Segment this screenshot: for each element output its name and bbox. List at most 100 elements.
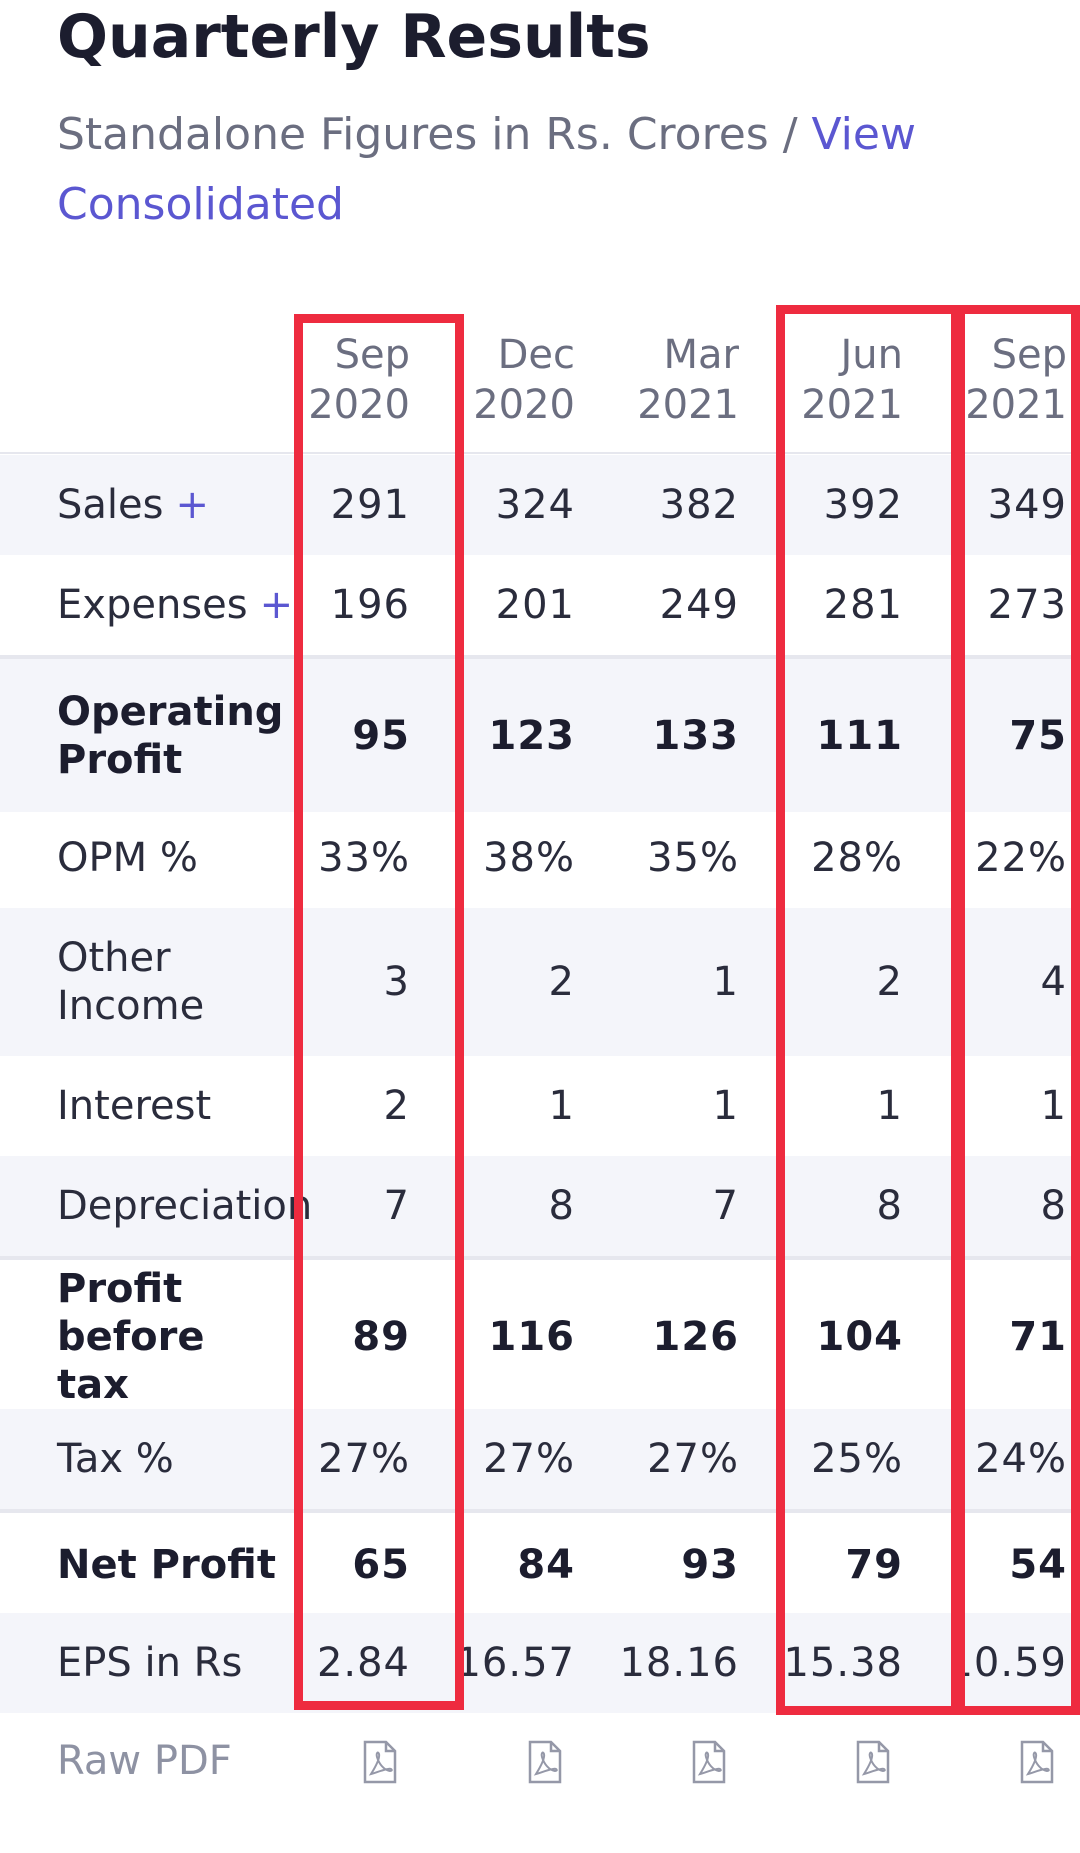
row-label[interactable]: Expenses + bbox=[57, 555, 293, 655]
table-cell: 1 bbox=[876, 1083, 903, 1129]
table-cell: 1 bbox=[548, 1083, 575, 1129]
table-row: OPM % 33% 38% 35% 28% 22% bbox=[0, 808, 1080, 908]
row-label: Profit before tax bbox=[57, 1260, 257, 1413]
row-label: EPS in Rs bbox=[57, 1613, 242, 1713]
column-header: Sep 2020 bbox=[308, 332, 410, 428]
table-cell: 79 bbox=[845, 1542, 903, 1588]
row-label-text: Net Profit bbox=[57, 1542, 276, 1588]
table-cell: 10.59 bbox=[947, 1640, 1067, 1686]
table-row: Net Profit 65 84 93 79 54 bbox=[0, 1509, 1080, 1617]
table-cell: 93 bbox=[681, 1542, 739, 1588]
table-cell: 2.84 bbox=[316, 1640, 410, 1686]
table-cell: 201 bbox=[495, 582, 575, 628]
table-cell: 54 bbox=[1009, 1542, 1067, 1588]
expand-plus-icon[interactable]: + bbox=[175, 482, 209, 528]
table-cell: 4 bbox=[1040, 959, 1067, 1005]
row-label-text: EPS in Rs bbox=[57, 1640, 243, 1686]
table-cell: 7 bbox=[383, 1183, 410, 1229]
pdf-file-icon[interactable] bbox=[362, 1740, 398, 1784]
column-header: Mar 2021 bbox=[637, 332, 739, 428]
row-label: Interest bbox=[57, 1056, 211, 1156]
highlight-box-sep-2020 bbox=[294, 314, 464, 1710]
header-divider bbox=[0, 452, 1080, 454]
column-header: Sep 2021 bbox=[965, 332, 1067, 428]
row-label-text: Operating Profit bbox=[57, 688, 284, 783]
table-cell: 8 bbox=[1040, 1183, 1067, 1229]
table-cell: 24% bbox=[975, 1436, 1067, 1482]
page-title: Quarterly Results bbox=[57, 2, 651, 72]
table-cell: 75 bbox=[1009, 712, 1067, 759]
table-row: EPS in Rs 2.84 16.57 18.16 15.38 10.59 bbox=[0, 1613, 1080, 1713]
row-label-text: Depreciation bbox=[57, 1183, 313, 1229]
table-row: Interest 2 1 1 1 1 bbox=[0, 1056, 1080, 1156]
row-label-text: Other Income bbox=[57, 935, 205, 1029]
highlight-box-jun-2021 bbox=[776, 305, 960, 1715]
table-row: Expenses +196 201 249 281 273 bbox=[0, 555, 1080, 655]
raw-pdf-label: Raw PDF bbox=[57, 1738, 232, 1784]
table-cell: 65 bbox=[352, 1542, 410, 1588]
table-cell: 8 bbox=[548, 1183, 575, 1229]
table-cell: 8 bbox=[876, 1183, 903, 1229]
table-cell: 133 bbox=[652, 712, 739, 759]
table-cell: 1 bbox=[1040, 1083, 1067, 1129]
highlight-box-sep-2021 bbox=[956, 305, 1080, 1715]
row-label: OPM % bbox=[57, 808, 198, 908]
row-label-text: OPM % bbox=[57, 835, 198, 881]
table-cell: 291 bbox=[330, 482, 410, 528]
table-cell: 89 bbox=[352, 1313, 410, 1360]
table-cell: 324 bbox=[495, 482, 575, 528]
pdf-file-icon[interactable] bbox=[527, 1740, 563, 1784]
pdf-file-icon[interactable] bbox=[691, 1740, 727, 1784]
row-label-text: Tax % bbox=[57, 1436, 174, 1482]
table-cell: 15.38 bbox=[783, 1640, 903, 1686]
table-cell: 16.57 bbox=[455, 1640, 575, 1686]
table-row: Operating Profit 95 123 133 111 75 bbox=[0, 655, 1080, 812]
table-cell: 126 bbox=[652, 1313, 739, 1360]
table-cell: 104 bbox=[816, 1313, 903, 1360]
table-cell: 95 bbox=[352, 712, 410, 759]
table-cell: 27% bbox=[318, 1436, 410, 1482]
table-cell: 18.16 bbox=[619, 1640, 739, 1686]
subtitle-text: Standalone Figures in Rs. Crores / bbox=[57, 109, 812, 160]
table-cell: 196 bbox=[330, 582, 410, 628]
table-cell: 22% bbox=[975, 835, 1067, 881]
row-label-text: Sales bbox=[57, 482, 164, 528]
table-cell: 123 bbox=[488, 712, 575, 759]
table-cell: 28% bbox=[811, 835, 903, 881]
table-cell: 38% bbox=[483, 835, 575, 881]
table-cell: 111 bbox=[816, 712, 903, 759]
row-label: Tax % bbox=[57, 1409, 174, 1509]
table-row: Sales +291 324 382 392 349 bbox=[0, 455, 1080, 555]
table-cell: 35% bbox=[647, 835, 739, 881]
table-cell: 3 bbox=[383, 959, 410, 1005]
table-row: Tax % 27% 27% 27% 25% 24% bbox=[0, 1409, 1080, 1509]
table-cell: 392 bbox=[823, 482, 903, 528]
row-label-text: Expenses bbox=[57, 582, 248, 628]
table-cell: 2 bbox=[876, 959, 903, 1005]
row-label-text: Interest bbox=[57, 1083, 212, 1129]
table-cell: 249 bbox=[659, 582, 739, 628]
table-row: Other Income 3 2 1 2 4 bbox=[0, 908, 1080, 1056]
table-cell: 382 bbox=[659, 482, 739, 528]
expand-plus-icon[interactable]: + bbox=[259, 582, 294, 628]
table-cell: 84 bbox=[517, 1542, 575, 1588]
pdf-file-icon[interactable] bbox=[855, 1740, 891, 1784]
table-cell: 1 bbox=[712, 1083, 739, 1129]
pdf-file-icon[interactable] bbox=[1019, 1740, 1055, 1784]
table-cell: 25% bbox=[811, 1436, 903, 1482]
column-header: Dec 2020 bbox=[473, 332, 575, 428]
table-cell: 2 bbox=[383, 1083, 410, 1129]
row-label[interactable]: Sales + bbox=[57, 455, 209, 555]
view-consolidated-link[interactable]: View Consolidated bbox=[57, 109, 916, 230]
column-header: Jun 2021 bbox=[801, 332, 903, 428]
table-cell: 116 bbox=[488, 1313, 575, 1360]
table-cell: 27% bbox=[483, 1436, 575, 1482]
row-label: Other Income bbox=[57, 908, 247, 1056]
table-cell: 33% bbox=[318, 835, 410, 881]
row-label: Depreciation bbox=[57, 1156, 312, 1256]
table-cell: 273 bbox=[987, 582, 1067, 628]
table-cell: 1 bbox=[712, 959, 739, 1005]
row-label: Operating Profit bbox=[57, 659, 284, 812]
subtitle: Standalone Figures in Rs. Crores / View … bbox=[57, 100, 1017, 240]
table-cell: 7 bbox=[712, 1183, 739, 1229]
